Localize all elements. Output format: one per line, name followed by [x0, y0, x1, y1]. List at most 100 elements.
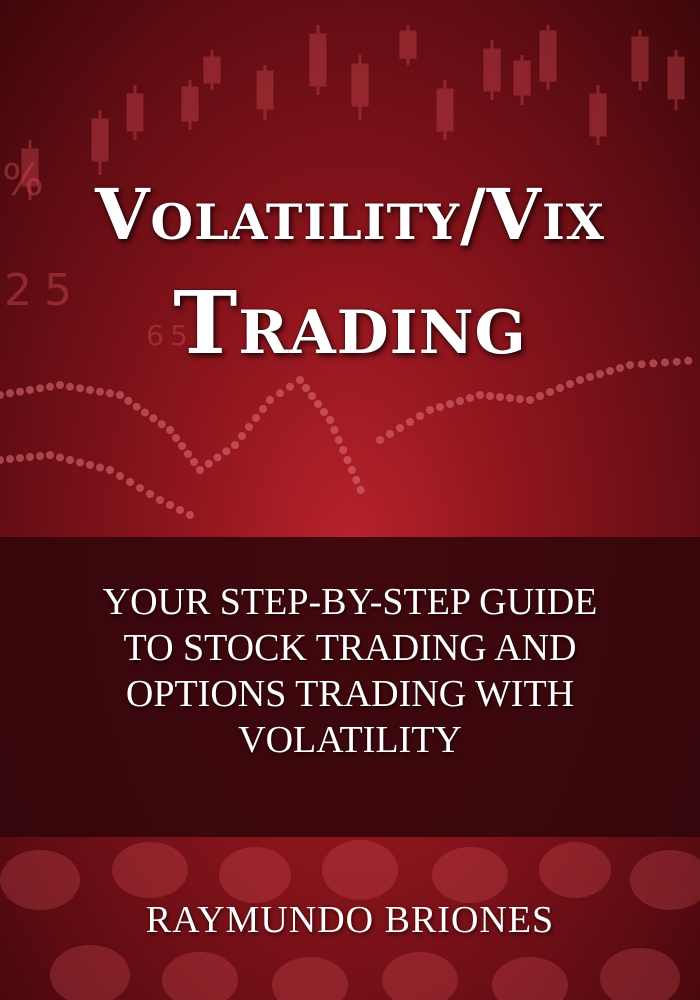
decor-dot	[406, 418, 414, 426]
decor-dot	[86, 461, 94, 469]
decor-dot	[96, 463, 104, 472]
decor-dot	[661, 358, 669, 367]
bg-digit-6: 6	[146, 319, 164, 352]
bg-digit-5b: 5	[170, 319, 188, 352]
decor-dot	[76, 458, 84, 467]
subtitle-line-1: YOUR STEP-BY-STEP GUIDE	[102, 581, 598, 623]
decor-dot	[314, 400, 322, 408]
decor-dot	[186, 511, 194, 519]
decor-dot	[296, 376, 304, 384]
decor-dot	[172, 434, 180, 442]
decor-dot	[184, 450, 192, 458]
decor-dot	[86, 386, 94, 394]
decor-dot	[166, 426, 174, 434]
decor-dot	[566, 380, 574, 388]
decor-dot	[176, 506, 184, 514]
dotted-trend-lines	[0, 356, 693, 519]
decor-dot	[308, 392, 316, 400]
decor-dot	[26, 386, 34, 394]
bg-digit-5: 5	[44, 265, 72, 316]
subtitle-band: YOUR STEP-BY-STEP GUIDE TO STOCK TRADING…	[0, 537, 700, 837]
decor-dot	[106, 389, 114, 398]
decor-dot	[456, 397, 464, 405]
decor-dot	[116, 472, 124, 480]
decor-dot	[376, 436, 384, 444]
decor-dot	[466, 394, 474, 402]
subtitle-line-4: VOLATILITY	[238, 719, 462, 761]
decor-dot	[36, 384, 44, 393]
title-line-1: Volatility/Vix	[95, 173, 605, 256]
subtitle: YOUR STEP-BY-STEP GUIDE TO STOCK TRADING…	[30, 579, 670, 763]
decor-dot	[213, 453, 222, 462]
decor-dot	[526, 396, 534, 404]
decor-dot	[132, 402, 141, 411]
decor-dot	[126, 478, 134, 486]
decor-dot	[330, 426, 339, 434]
subtitle-line-2: TO STOCK TRADING AND	[123, 627, 577, 669]
decor-dot	[245, 423, 253, 431]
decor-dot	[16, 454, 24, 462]
decor-dot	[649, 359, 658, 368]
decor-dot	[386, 430, 394, 438]
decor-dot	[476, 391, 484, 399]
decor-dot	[446, 400, 454, 408]
decor-dot	[536, 392, 544, 400]
decor-dot	[266, 396, 274, 404]
decor-dot	[136, 484, 144, 492]
decor-dot	[626, 361, 634, 369]
decor-dot	[576, 376, 584, 384]
decor-dot	[516, 395, 524, 403]
bokeh-circles	[0, 840, 700, 1000]
decor-dot	[486, 392, 494, 400]
decor-dot	[606, 367, 614, 375]
decor-dot	[334, 436, 343, 444]
decor-dot	[146, 490, 154, 498]
decor-dot	[684, 356, 693, 365]
decor-dot	[106, 466, 114, 474]
decor-dot	[276, 389, 284, 398]
decor-dot	[6, 389, 14, 398]
decor-dot	[556, 384, 564, 392]
decor-dot	[156, 496, 164, 504]
decor-dot	[157, 420, 166, 429]
decor-dot	[396, 424, 404, 432]
decor-dot	[222, 447, 231, 456]
decor-dot	[46, 451, 54, 459]
decor-dot	[259, 405, 267, 413]
decor-dot	[124, 396, 133, 405]
decor-dot	[496, 393, 504, 401]
bg-digit-percent: %	[2, 155, 44, 206]
decor-dot	[6, 455, 14, 463]
decor-dot	[352, 476, 361, 484]
decor-dot	[616, 364, 624, 372]
decor-dot	[66, 456, 74, 464]
decor-dot	[238, 432, 246, 440]
author-name: RAYMUNDO BRIONES	[145, 899, 555, 941]
decor-dot	[586, 373, 594, 381]
decor-dot	[436, 403, 444, 411]
decor-dot	[320, 408, 328, 416]
decor-dot	[56, 381, 64, 389]
decor-dot	[46, 382, 54, 391]
decor-dot	[166, 501, 174, 509]
decor-dot	[196, 466, 204, 474]
decor-dot	[252, 414, 260, 422]
decor-dot	[0, 456, 4, 464]
decor-dot	[506, 394, 514, 402]
decor-dot	[596, 370, 604, 378]
decor-dot	[96, 387, 104, 396]
decor-dot	[149, 414, 158, 423]
decor-dot	[302, 384, 310, 392]
decor-dot	[343, 456, 352, 464]
candlestick-pattern	[21, 25, 685, 200]
decor-dot	[339, 446, 348, 454]
decor-dot	[426, 406, 434, 414]
bg-digit-2: 2	[4, 265, 32, 316]
decor-dot	[326, 416, 334, 424]
decor-dot	[546, 388, 554, 396]
decor-dot	[356, 486, 365, 494]
decor-dot	[672, 357, 681, 366]
decor-dot	[76, 384, 84, 393]
